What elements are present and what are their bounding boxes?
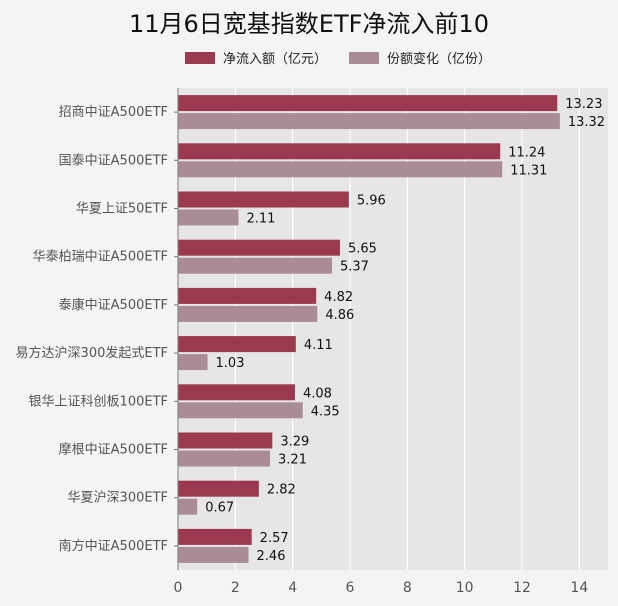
bar-inflow — [178, 143, 501, 160]
legend-swatch-share-change — [349, 51, 380, 64]
x-tick-label: 0 — [174, 580, 183, 596]
data-label-inflow: 13.23 — [565, 97, 602, 112]
bar-inflow — [178, 528, 252, 545]
data-label-inflow: 2.57 — [260, 531, 289, 546]
data-label-share-change: 2.46 — [257, 549, 286, 564]
bar-inflow — [178, 384, 295, 401]
data-label-inflow: 4.82 — [324, 290, 353, 305]
legend-swatch-inflow — [185, 51, 215, 64]
data-label-share-change: 2.11 — [246, 212, 275, 227]
bar-inflow — [178, 336, 296, 353]
bar-share-change — [178, 546, 249, 563]
data-label-share-change: 4.35 — [311, 404, 340, 419]
bar-share-change — [178, 113, 560, 130]
bar-inflow — [178, 95, 558, 112]
bar-inflow — [178, 287, 317, 304]
category-label: 华夏沪深300ETF — [68, 490, 168, 506]
x-tick-label: 10 — [456, 580, 474, 596]
data-label-share-change: 13.32 — [568, 115, 605, 130]
x-tick-label: 14 — [570, 580, 588, 596]
bar-inflow — [178, 191, 349, 208]
x-tick-label: 6 — [346, 580, 355, 596]
category-label: 招商中证A500ETF — [59, 105, 168, 120]
bar-inflow — [178, 432, 273, 449]
category-label: 摩根中证A500ETF — [59, 442, 168, 458]
bar-share-change — [178, 450, 271, 467]
x-tick-label: 2 — [231, 580, 240, 596]
x-tick-label: 4 — [288, 580, 297, 596]
category-label: 华泰柏瑞中证A500ETF — [33, 250, 168, 265]
legend-item-share-change: 份额变化（亿份） — [349, 48, 491, 67]
category-label: 银华上证科创板100ETF — [29, 394, 168, 409]
category-label: 泰康中证A500ETF — [59, 297, 168, 313]
data-label-share-change: 4.86 — [325, 308, 354, 323]
legend-label-share-change: 份额变化（亿份） — [387, 52, 492, 67]
data-label-inflow: 5.96 — [357, 194, 386, 209]
bar-inflow — [178, 239, 340, 256]
legend-item-inflow: 净流入额（亿元） — [185, 48, 327, 67]
data-label-inflow: 4.11 — [304, 338, 333, 353]
bar-share-change — [178, 354, 208, 371]
data-label-inflow: 5.65 — [348, 242, 377, 257]
bar-share-change — [178, 305, 318, 322]
chart-title: 11月6日宽基指数ETF净流入前10 — [129, 10, 489, 38]
bar-share-change — [178, 402, 303, 419]
bar-inflow — [178, 480, 259, 497]
data-label-inflow: 3.29 — [280, 435, 309, 450]
data-label-share-change: 1.03 — [216, 356, 245, 371]
x-tick-label: 12 — [513, 580, 531, 596]
x-tick-label: 8 — [403, 580, 412, 596]
data-label-inflow: 11.24 — [508, 145, 545, 160]
bar-share-change — [178, 257, 332, 274]
category-label: 国泰中证A500ETF — [59, 153, 168, 168]
data-label-share-change: 3.21 — [278, 453, 307, 468]
category-label: 易方达沪深300发起式ETF — [16, 345, 168, 361]
data-label-inflow: 4.08 — [303, 386, 332, 401]
category-label: 华夏上证50ETF — [76, 202, 168, 217]
bar-share-change — [178, 161, 503, 178]
data-label-share-change: 0.67 — [205, 501, 234, 516]
chart-legend: 净流入额（亿元） 份额变化（亿份） — [185, 48, 491, 67]
bar-share-change — [178, 498, 198, 515]
bar-share-change — [178, 209, 239, 226]
data-label-share-change: 11.31 — [510, 163, 547, 178]
data-label-share-change: 5.37 — [340, 260, 369, 275]
category-label: 南方中证A500ETF — [59, 538, 168, 554]
legend-label-inflow: 净流入额（亿元） — [223, 52, 328, 67]
data-label-inflow: 2.82 — [267, 483, 296, 498]
